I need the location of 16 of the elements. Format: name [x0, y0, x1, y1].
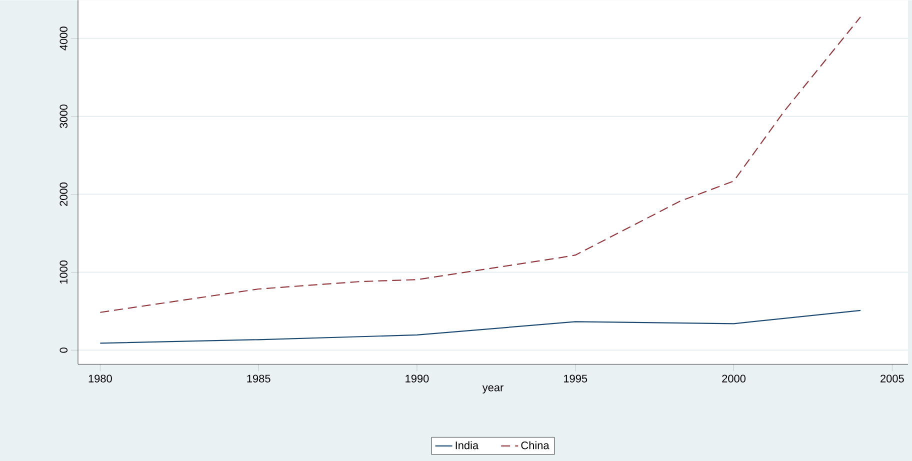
x-axis-title: year [482, 385, 504, 394]
x-tick-label: 1980 [88, 374, 112, 382]
x-tick-label: 2005 [880, 374, 904, 382]
x-tick-label: 1985 [247, 374, 270, 382]
line-series [100, 16, 862, 313]
y-tick-label: 4000 [60, 26, 68, 50]
y-tick-label: 3000 [60, 104, 68, 128]
x-tick-label: 1995 [564, 374, 588, 382]
line-series [100, 310, 862, 344]
y-tick-label: 2000 [60, 182, 68, 206]
y-tick-label: 1000 [60, 260, 68, 284]
legend-label: China [521, 441, 550, 450]
y-tick-label: 0 [60, 347, 68, 353]
legend-label: India [456, 441, 479, 450]
x-tick-label: 2000 [722, 374, 746, 382]
x-tick-label: 1990 [406, 374, 429, 382]
